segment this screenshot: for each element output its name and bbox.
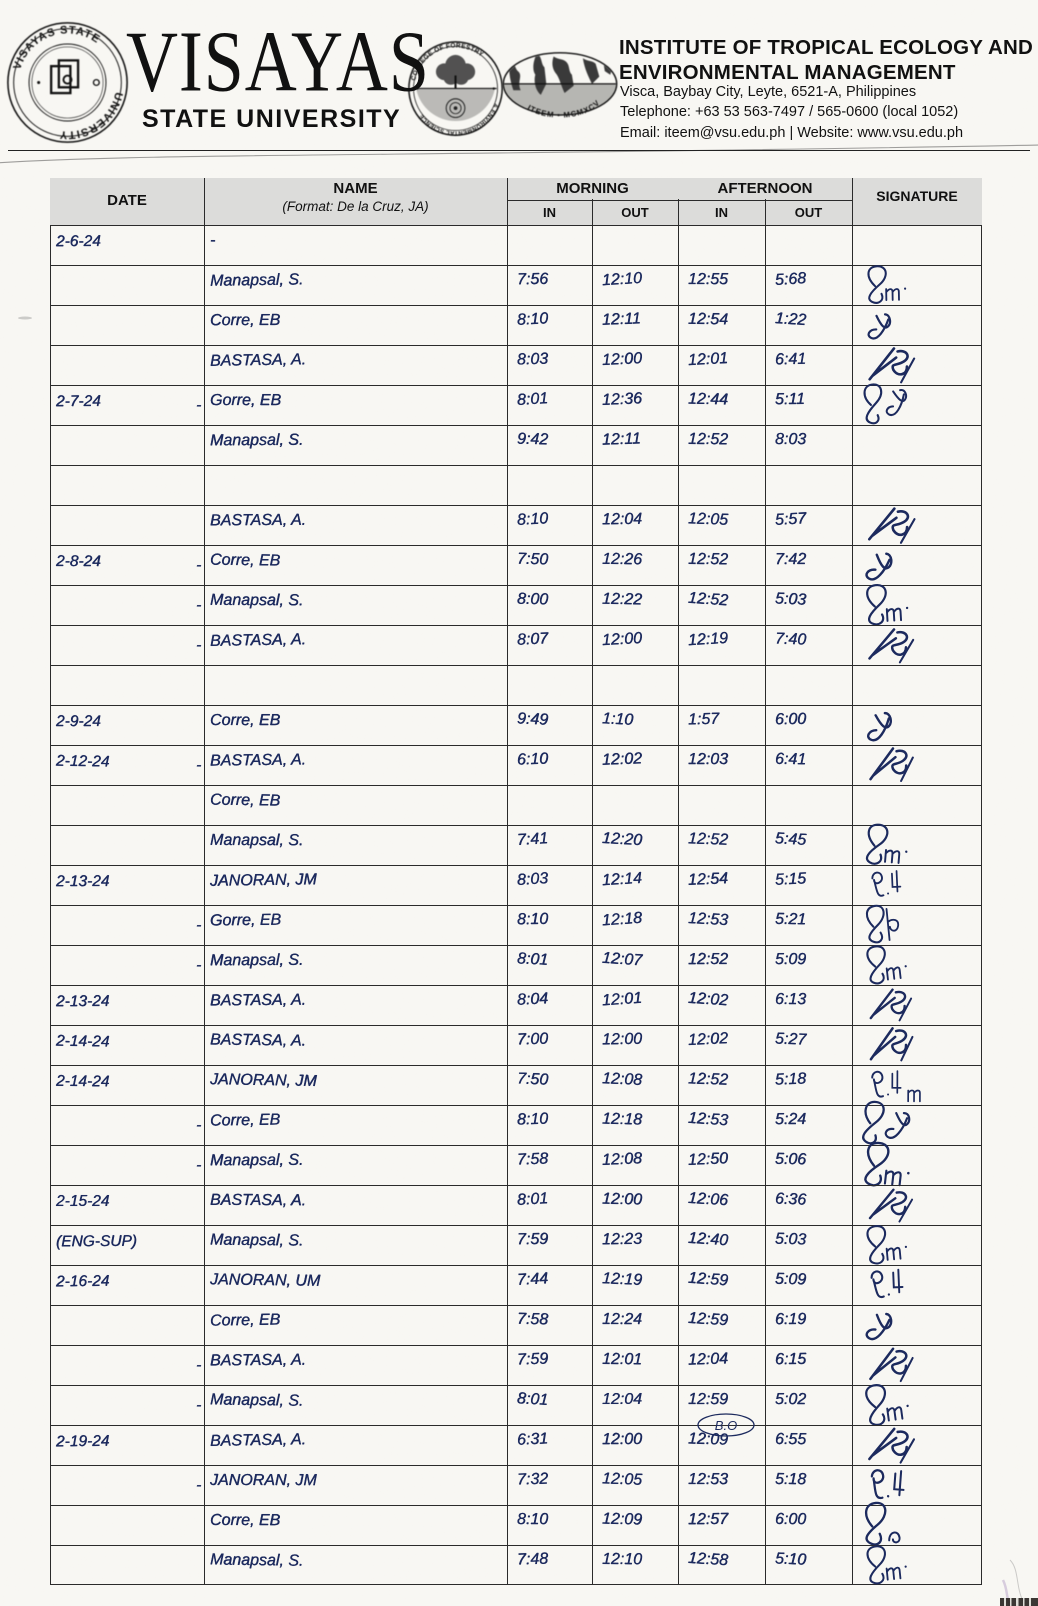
svg-text:B.O: B.O (715, 1418, 737, 1433)
svg-text:VISAYAS STATE: VISAYAS STATE (11, 24, 102, 71)
svg-text:UNIVERSITY: UNIVERSITY (58, 91, 124, 141)
